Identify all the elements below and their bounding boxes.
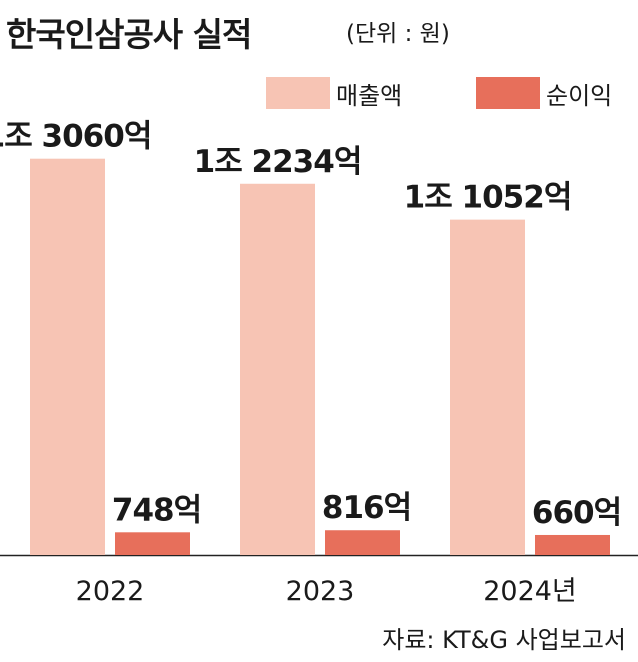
x-tick-label-2023: 2023 (286, 576, 355, 607)
revenue-label-2022: 1조 3060억 (0, 119, 151, 155)
legend-item-revenue: 매출액 (266, 76, 402, 110)
legend-label-revenue: 매출액 (336, 81, 403, 110)
chart-title: 한국인삼공사 실적 (6, 15, 252, 54)
revenue-bar-2024 (450, 219, 525, 555)
revenue-bar-2023 (240, 183, 315, 555)
net-income-bar-2023 (325, 530, 400, 555)
legend-swatch-net-income (476, 77, 540, 109)
x-tick-label-2022: 2022 (76, 576, 145, 607)
net-income-bar-2024 (535, 534, 610, 555)
unit-label: (단위 : 원) (346, 21, 450, 47)
net-income-label-2024: 660억 (532, 495, 621, 531)
revenue-bar-2022 (30, 158, 105, 556)
x-tick-label-2024: 2024년 (483, 576, 577, 607)
legend-label-net-income: 순이익 (546, 81, 613, 110)
legend-swatch-revenue (266, 77, 330, 109)
net-income-label-2022: 748억 (112, 492, 201, 528)
revenue-label-2023: 1조 2234억 (194, 144, 362, 180)
revenue-label-2024: 1조 1052억 (404, 180, 572, 216)
net-income-label-2023: 816억 (322, 490, 411, 526)
legend-item-net-income: 순이익 (476, 76, 612, 110)
source-note: 자료: KT&G 사업보고서 (382, 626, 626, 654)
net-income-bar-2022 (115, 532, 190, 555)
